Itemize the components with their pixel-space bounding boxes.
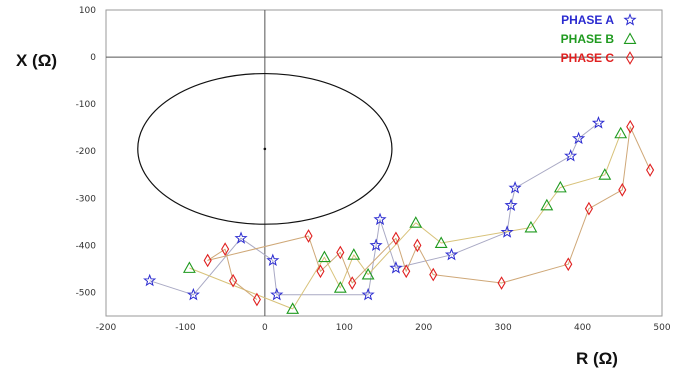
phase-c-point	[304, 229, 313, 243]
phase-c-point	[564, 257, 573, 272]
phase-a-point	[270, 287, 284, 301]
phase-c-point	[618, 182, 627, 197]
phase-a-point	[504, 198, 518, 211]
x-tick-label: 500	[653, 323, 670, 333]
phase-c-point	[203, 253, 212, 268]
phase-a-point	[186, 287, 200, 301]
phase-a-legend-marker	[623, 13, 637, 26]
x-tick-labels: -200 -100 0 100 200 300 400 500	[96, 323, 671, 333]
phase-a-point	[508, 181, 522, 194]
phase-c-point	[348, 276, 357, 290]
phase-c-point	[413, 238, 422, 253]
y-tick-label: 100	[79, 6, 96, 16]
zone-circle	[137, 72, 393, 225]
phase-b-point	[614, 126, 628, 139]
phase-b-legend-label: PHASE B	[561, 32, 615, 46]
phase-a-point	[373, 212, 387, 226]
y-tick-labels: 100 0 -100 -200 -300 -400 -500	[76, 6, 97, 298]
phase-b-point	[598, 168, 612, 180]
phase-c-point	[626, 119, 635, 134]
plot-frame	[105, 9, 663, 317]
phase-a-point	[361, 287, 375, 301]
phase-a-point	[389, 261, 403, 274]
phase-c-point	[646, 163, 655, 177]
y-tick-label: -400	[76, 241, 97, 251]
x-tick-label: -200	[96, 323, 117, 333]
phase-a-point	[234, 231, 248, 244]
zone-circle-center	[263, 147, 267, 151]
phase-a-point	[266, 253, 280, 267]
phase-c-point	[252, 292, 261, 307]
phase-c-point	[316, 264, 325, 279]
phase-c-point	[221, 242, 230, 257]
y-tick-label: -300	[76, 194, 97, 204]
phase-a-point	[143, 273, 157, 287]
phase-b-point	[434, 236, 448, 248]
data-markers	[143, 116, 655, 314]
phase-c-point	[402, 264, 411, 279]
phase-b-point	[540, 198, 554, 211]
phase-b-point	[553, 180, 567, 193]
y-tick-label: -500	[76, 288, 97, 298]
phase-c-legend-label: PHASE C	[561, 51, 615, 65]
phase-a-point	[572, 131, 586, 145]
trajectory-lines	[149, 122, 651, 310]
phase-a-trajectory	[149, 122, 599, 296]
phase-c-point	[429, 267, 438, 282]
x-tick-label: 400	[574, 323, 591, 333]
phase-c-point	[497, 276, 506, 290]
x-axis-title: R (Ω)	[576, 349, 618, 368]
phase-a-point	[444, 247, 459, 261]
phase-c-point	[229, 273, 238, 288]
phase-b-trajectory	[189, 133, 622, 310]
phase-a-legend-label: PHASE A	[561, 13, 614, 27]
phase-b-point	[409, 216, 423, 228]
phase-b-point	[361, 267, 375, 280]
phase-c-point	[391, 231, 400, 246]
phase-b-point	[182, 261, 196, 273]
x-tick-label: 100	[336, 323, 353, 333]
phase-b-point	[347, 248, 361, 260]
phase-c-legend-marker	[625, 51, 635, 65]
x-tick-label: 0	[262, 323, 268, 333]
phase-c-trajectory	[207, 126, 651, 300]
zone-circle-outline	[137, 72, 393, 225]
phase-a-point	[591, 116, 606, 129]
y-axis-title: X (Ω)	[16, 51, 57, 70]
phase-b-point	[524, 220, 538, 233]
legend: PHASE A PHASE B PHASE C	[561, 13, 637, 65]
phase-b-point	[317, 250, 331, 263]
phase-c-point	[336, 245, 345, 260]
y-tick-label: -100	[76, 100, 97, 110]
y-tick-label: -200	[76, 147, 97, 157]
phase-b-point	[333, 281, 347, 293]
y-tick-label: 0	[90, 53, 96, 63]
phase-a-point	[369, 238, 383, 251]
x-tick-label: 300	[495, 323, 512, 333]
phase-b-point	[286, 302, 300, 314]
phase-a-point	[500, 225, 514, 238]
x-tick-label: 200	[415, 323, 432, 333]
zero-axis-lines	[106, 10, 662, 316]
phase-a-point	[564, 149, 578, 162]
phase-b-legend-marker	[623, 32, 637, 44]
x-tick-label: -100	[175, 323, 196, 333]
phase-c-point	[584, 201, 593, 216]
